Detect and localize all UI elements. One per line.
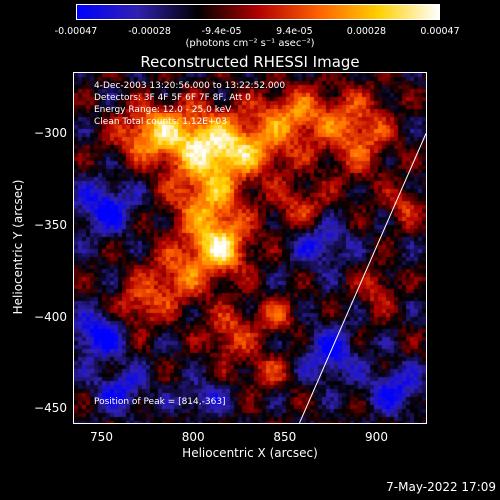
info-energy: Energy Range: 12.0 - 25.0 keV xyxy=(94,105,232,115)
x-tick-label: 800 xyxy=(181,430,205,444)
info-time: 4-Dec-2003 13:20:56.000 to 13:22:52.000 xyxy=(94,81,286,91)
y-tick-label: −300 xyxy=(34,126,67,141)
heatmap-image xyxy=(74,73,426,423)
colorbar-tick-label: 0.00047 xyxy=(420,26,460,37)
solar-limb-line xyxy=(299,133,426,423)
info-detectors: Detectors: 3F 4F 5F 6F 7F 8F, Att 0 xyxy=(94,93,251,103)
y-tick-label: −450 xyxy=(34,401,67,416)
colorbar-tick-label: 9.4e-05 xyxy=(276,26,313,37)
timestamp: 7-May-2022 17:09 xyxy=(386,480,496,494)
x-tick-label: 750 xyxy=(90,430,113,444)
y-tick-label: −350 xyxy=(34,218,67,233)
plot-overlay xyxy=(299,133,426,423)
y-tick-label: −400 xyxy=(34,309,67,324)
colorbar-tick-label: -0.00028 xyxy=(128,26,171,37)
info-clean: Clean Total counts: 1.12E+03 xyxy=(94,117,227,127)
colorbar-tick-label: -0.00047 xyxy=(54,26,98,37)
colorbar-tick-label: 0.00028 xyxy=(346,26,387,37)
colorbar-tick-label: -9.4e-05 xyxy=(201,26,242,37)
colorbar-gradient xyxy=(76,4,440,20)
chart-title: Reconstructed RHESSI Image xyxy=(140,53,360,71)
x-axis-label: Heliocentric X (arcsec) xyxy=(182,446,318,460)
plot-area: 4-Dec-2003 13:20:56.000 to 13:22:52.000 … xyxy=(73,72,427,424)
x-tick-label: 900 xyxy=(365,430,388,444)
info-peak: Position of Peak = [814,-363] xyxy=(94,397,226,407)
y-axis-label: Heliocentric Y (arcsec) xyxy=(11,179,25,315)
x-tick-label: 850 xyxy=(273,430,297,444)
colorbar-units: (photons cm⁻² s⁻¹ asec⁻²) xyxy=(185,38,315,49)
